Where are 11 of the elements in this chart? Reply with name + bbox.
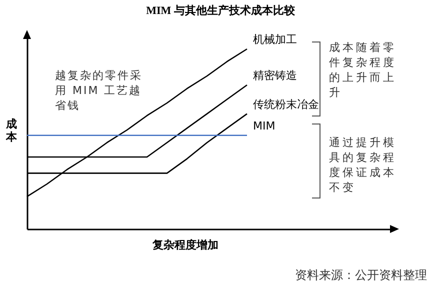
- series-label: 传统粉末冶金: [253, 98, 319, 111]
- annotation: 越复杂的零件采用 MIM 工艺越省钱: [55, 68, 144, 113]
- text: 成本随着零件复杂程度的上升而上升: [329, 40, 398, 100]
- series-label: 机械加工: [253, 33, 297, 46]
- series-label: 精密铸造: [253, 69, 297, 82]
- text: 资料来源：公开资料整理: [295, 268, 428, 283]
- chart-title: MIM 与其他生产技术成本比较: [145, 4, 296, 18]
- text: 通过提升模具的复杂程度保证成本不变: [329, 135, 398, 195]
- y-axis-title: 成本: [5, 118, 18, 144]
- x-axis-title: 复杂程度增加: [152, 238, 218, 252]
- series-label: MIM: [253, 119, 276, 132]
